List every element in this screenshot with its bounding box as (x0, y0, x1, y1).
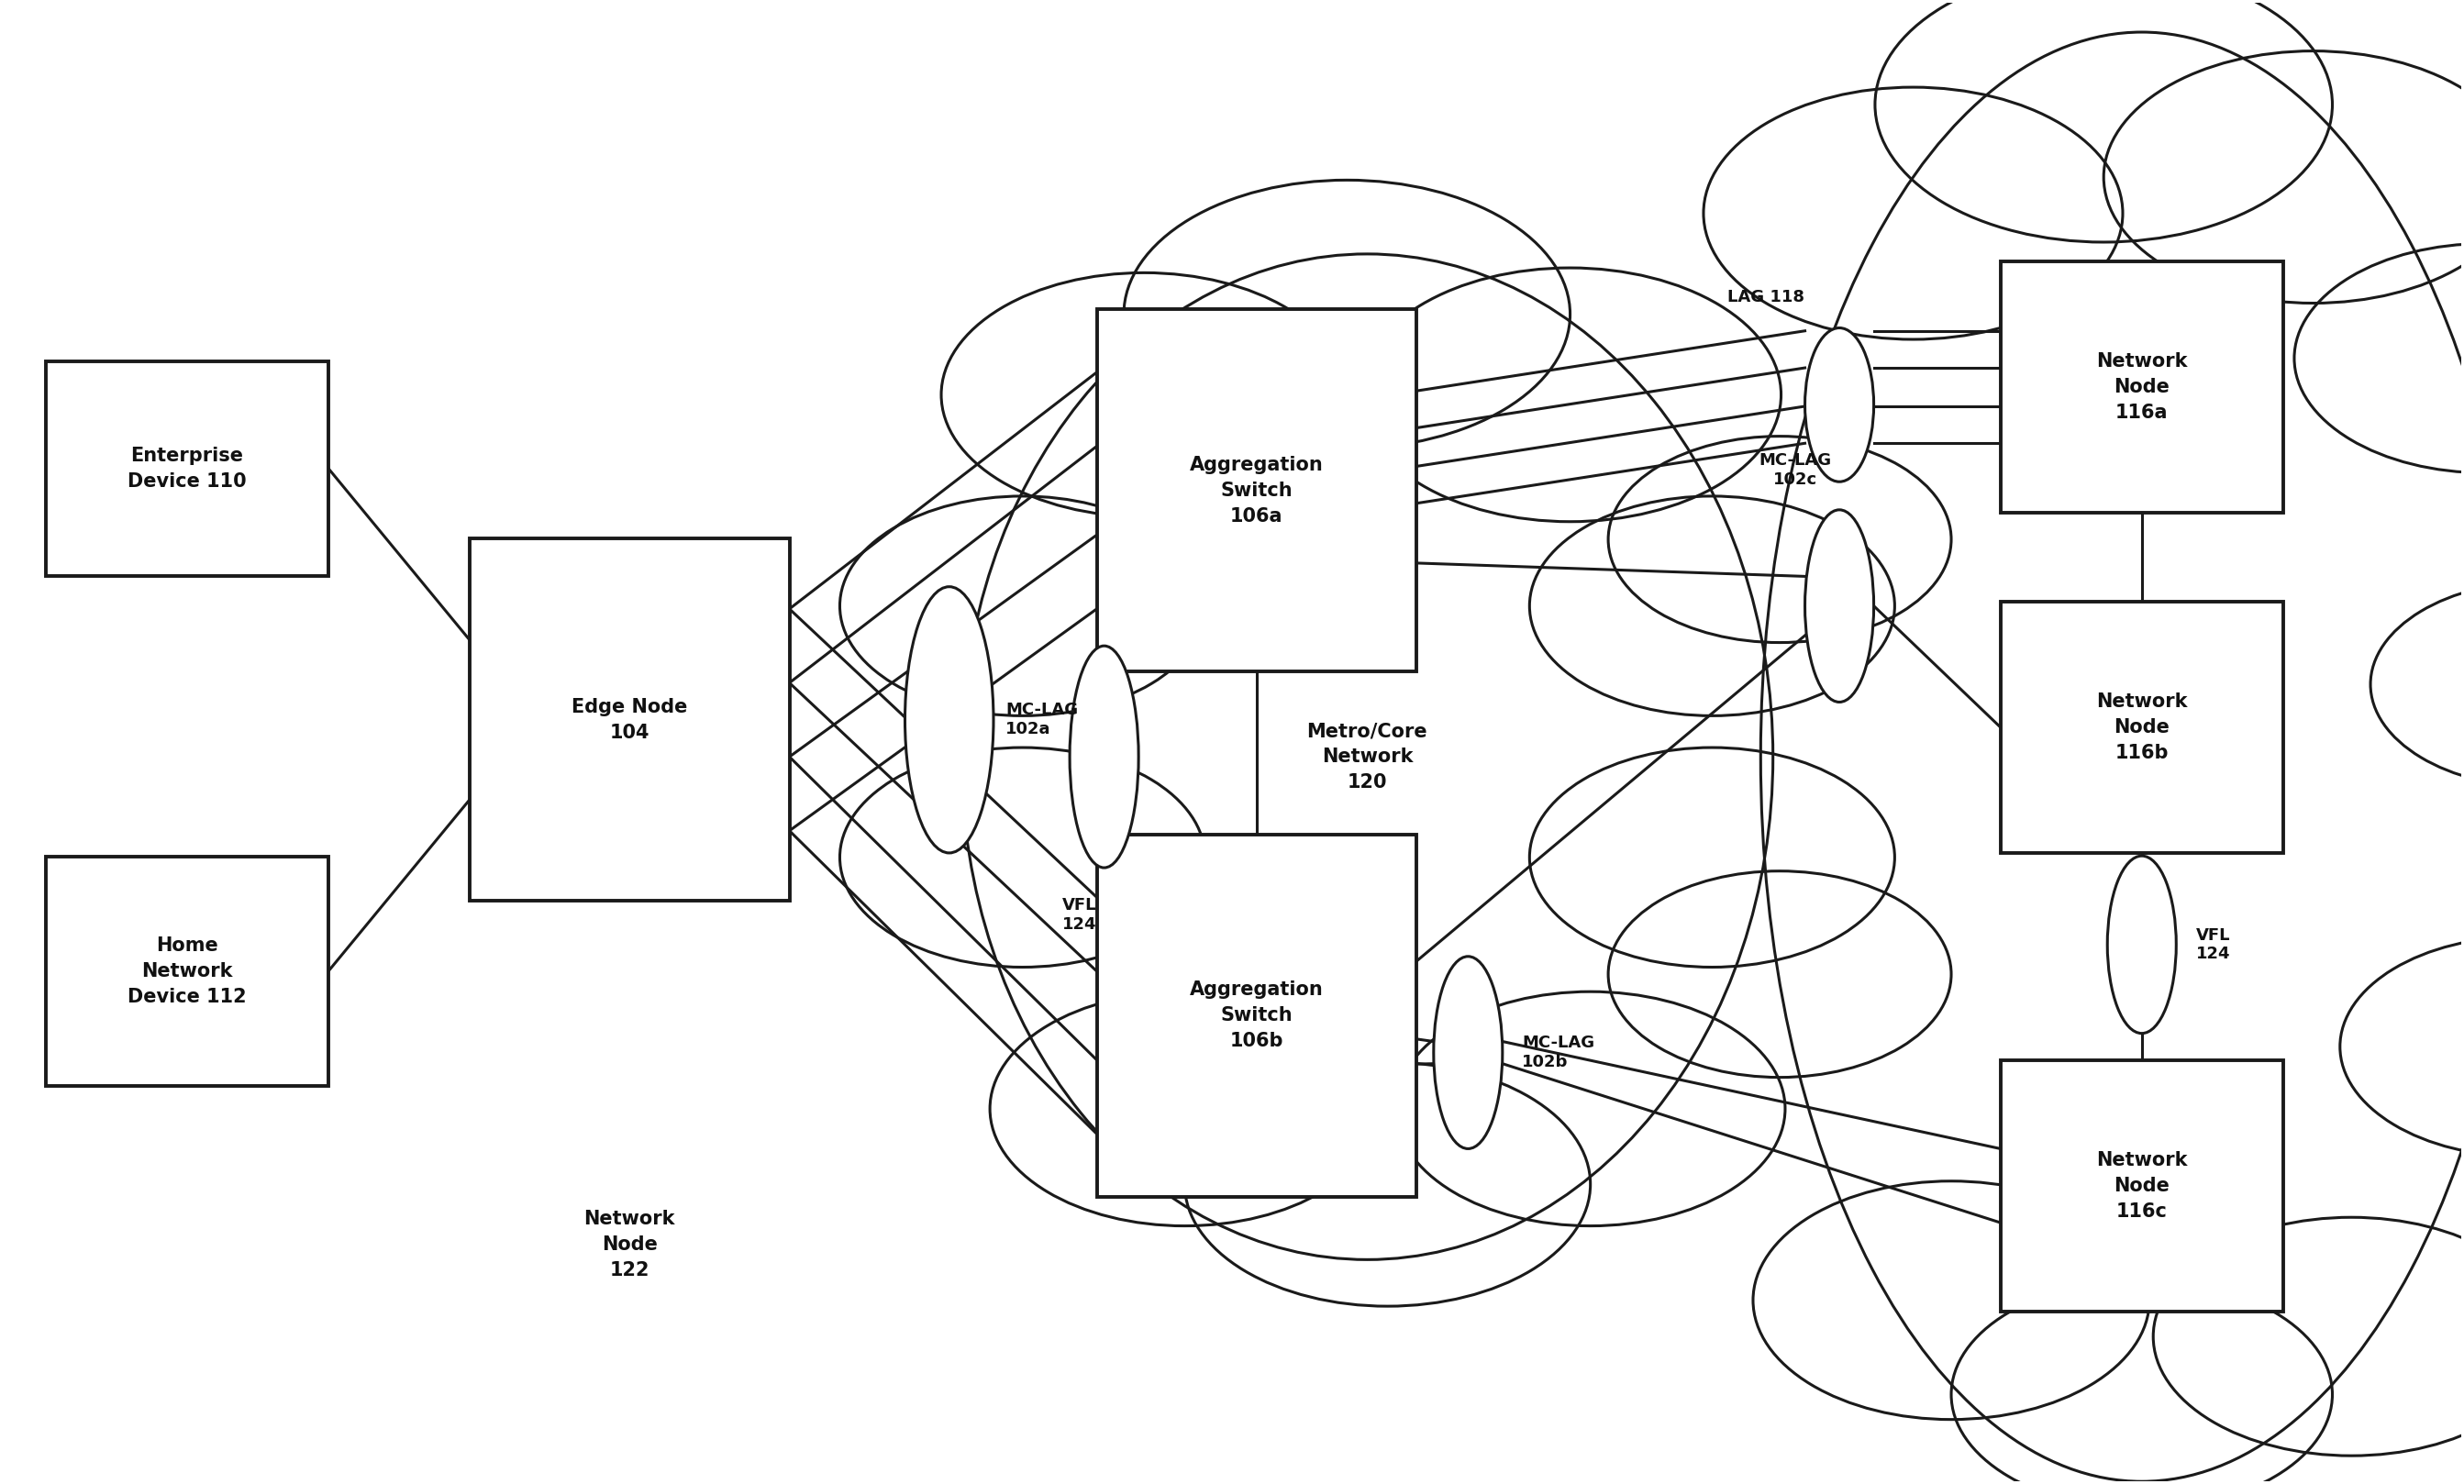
Circle shape (2294, 243, 2464, 473)
Text: MC-LAG
102a: MC-LAG 102a (1005, 702, 1079, 738)
Ellipse shape (2107, 856, 2176, 1033)
Circle shape (991, 991, 1380, 1226)
Text: MC-LAG
102b: MC-LAG 102b (1523, 1034, 1594, 1070)
Circle shape (1951, 1279, 2333, 1484)
Circle shape (1875, 0, 2333, 242)
Ellipse shape (904, 586, 993, 853)
Circle shape (1609, 436, 1951, 643)
Circle shape (2154, 1217, 2464, 1456)
Text: MC-LAG
102c: MC-LAG 102c (1759, 453, 1831, 488)
Circle shape (1124, 180, 1570, 448)
Circle shape (1530, 748, 1895, 968)
Circle shape (2341, 936, 2464, 1156)
Text: Network
Node
116c: Network Node 116c (2097, 1150, 2188, 1220)
Text: Aggregation
Switch
106b: Aggregation Switch 106b (1190, 981, 1323, 1051)
Circle shape (1752, 1181, 2149, 1420)
Text: Edge Node
104: Edge Node 104 (572, 697, 687, 742)
Bar (1096, 834, 1417, 1196)
Text: LAG 118: LAG 118 (1727, 289, 1804, 306)
Text: Home
Network
Device 112: Home Network Device 112 (128, 936, 246, 1006)
Circle shape (840, 496, 1205, 715)
Bar (2001, 261, 2284, 513)
Ellipse shape (1806, 510, 1873, 702)
Ellipse shape (1762, 33, 2464, 1481)
Ellipse shape (961, 254, 1774, 1260)
Bar (2001, 1060, 2284, 1312)
Text: Network
Node
122: Network Node 122 (584, 1209, 675, 1279)
Circle shape (1609, 871, 1951, 1077)
Text: VFL
124: VFL 124 (2195, 928, 2230, 963)
Text: Aggregation
Switch
106a: Aggregation Switch 106a (1190, 456, 1323, 525)
Text: VFL
124: VFL 124 (1062, 898, 1096, 933)
Bar (2001, 601, 2284, 853)
Bar (44, 361, 328, 576)
Text: Enterprise
Device 110: Enterprise Device 110 (128, 447, 246, 490)
Text: Network
Node
116b: Network Node 116b (2097, 693, 2188, 763)
Circle shape (840, 748, 1205, 968)
Circle shape (1185, 1063, 1589, 1306)
Circle shape (2370, 582, 2464, 788)
Bar (1096, 310, 1417, 672)
Bar (44, 856, 328, 1086)
Text: Network
Node
116a: Network Node 116a (2097, 352, 2188, 421)
Ellipse shape (1806, 328, 1873, 482)
Circle shape (1703, 88, 2124, 340)
Ellipse shape (1434, 957, 1503, 1149)
Circle shape (2104, 50, 2464, 303)
Text: Metro/Core
Network
120: Metro/Core Network 120 (1306, 721, 1427, 791)
Circle shape (941, 273, 1348, 516)
Ellipse shape (1069, 646, 1138, 868)
Bar (471, 539, 788, 901)
Circle shape (1395, 991, 1784, 1226)
Circle shape (1530, 496, 1895, 715)
Circle shape (1360, 269, 1781, 522)
